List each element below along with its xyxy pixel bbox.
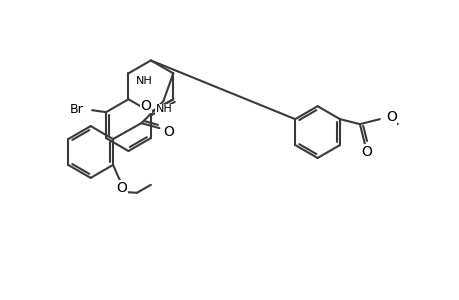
Text: Br: Br: [69, 103, 83, 116]
Text: NH: NH: [156, 104, 172, 114]
Text: O: O: [361, 145, 371, 159]
Text: NH: NH: [135, 76, 152, 86]
Text: O: O: [140, 99, 151, 113]
Text: O: O: [385, 110, 396, 124]
Text: O: O: [162, 125, 174, 139]
Text: O: O: [116, 181, 127, 195]
